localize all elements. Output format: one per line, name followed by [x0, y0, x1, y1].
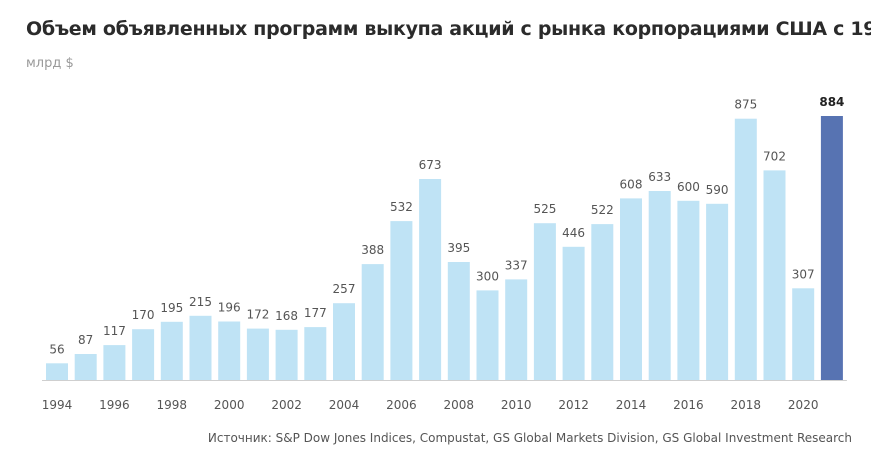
value-label-2019: 702 [763, 149, 786, 163]
bar-1998 [160, 321, 183, 380]
bar-2007 [419, 179, 442, 380]
bar-2009 [476, 290, 499, 380]
value-label-2000: 196 [218, 301, 241, 315]
value-label-2011: 525 [533, 202, 556, 216]
x-tick-2020: 2020 [788, 398, 819, 412]
bar-2016 [677, 200, 700, 380]
x-tick-2006: 2006 [386, 398, 417, 412]
bar-2003 [304, 327, 327, 380]
value-label-2005: 388 [361, 243, 384, 257]
bar-2017 [706, 203, 729, 380]
value-label-2021: 884 [819, 95, 844, 109]
bar-2011 [533, 223, 556, 380]
bar-2012 [562, 246, 585, 380]
bar-2013 [591, 224, 614, 380]
bar-2002 [275, 329, 298, 380]
bar-2001 [246, 328, 269, 380]
chart-source-note: Источник: S&P Dow Jones Indices, Compust… [207, 431, 852, 445]
x-tick-2008: 2008 [444, 398, 475, 412]
bar-1996 [103, 345, 126, 380]
value-label-2008: 395 [447, 241, 470, 255]
value-label-1994: 56 [49, 342, 64, 356]
value-label-2015: 633 [648, 170, 671, 184]
value-label-2001: 172 [246, 308, 269, 322]
bar-2000 [218, 321, 241, 380]
value-label-2007: 673 [419, 158, 442, 172]
x-tick-2016: 2016 [673, 398, 704, 412]
value-label-1996: 117 [103, 324, 126, 338]
value-label-2016: 600 [677, 180, 700, 194]
bar-2014 [620, 198, 642, 380]
value-label-2010: 337 [505, 258, 528, 272]
value-label-1998: 195 [160, 301, 183, 315]
bar-2021 [820, 116, 843, 380]
bar-1999 [189, 315, 212, 380]
bar-1997 [132, 329, 155, 380]
x-tick-1996: 1996 [99, 398, 130, 412]
bar-2018 [734, 118, 757, 380]
value-label-2014: 608 [620, 177, 643, 191]
y-axis-unit-label: млрд $ [26, 56, 74, 71]
x-tick-1994: 1994 [42, 398, 73, 412]
value-label-2012: 446 [562, 226, 585, 240]
bar-2008 [447, 262, 470, 380]
value-label-2006: 532 [390, 200, 413, 214]
bar-2006 [390, 221, 413, 380]
x-tick-2014: 2014 [616, 398, 647, 412]
x-tick-2012: 2012 [558, 398, 589, 412]
x-tick-2000: 2000 [214, 398, 245, 412]
value-label-2018: 875 [734, 98, 757, 112]
bar-2010 [505, 279, 528, 380]
bar-2005 [361, 264, 384, 380]
value-label-1997: 170 [132, 308, 155, 322]
bar-2004 [333, 303, 355, 380]
value-label-1999: 215 [189, 295, 212, 309]
bar-1995 [74, 354, 97, 380]
bar-2015 [648, 191, 671, 380]
value-label-2004: 257 [333, 282, 356, 296]
value-label-2009: 300 [476, 269, 499, 283]
value-label-2017: 590 [706, 183, 729, 197]
bar-2019 [763, 170, 786, 380]
x-tick-2002: 2002 [271, 398, 302, 412]
value-label-2003: 177 [304, 306, 327, 320]
bar-2020 [792, 288, 815, 380]
x-tick-2010: 2010 [501, 398, 532, 412]
value-label-2002: 168 [275, 309, 298, 323]
value-label-2013: 522 [591, 203, 614, 217]
x-tick-2004: 2004 [329, 398, 360, 412]
x-tick-2018: 2018 [731, 398, 762, 412]
value-label-1995: 87 [78, 333, 93, 347]
value-label-2020: 307 [792, 267, 815, 281]
x-tick-1998: 1998 [157, 398, 188, 412]
chart-title: Объем объявленных программ выкупа акций … [26, 18, 871, 40]
bar-1994 [46, 363, 68, 380]
